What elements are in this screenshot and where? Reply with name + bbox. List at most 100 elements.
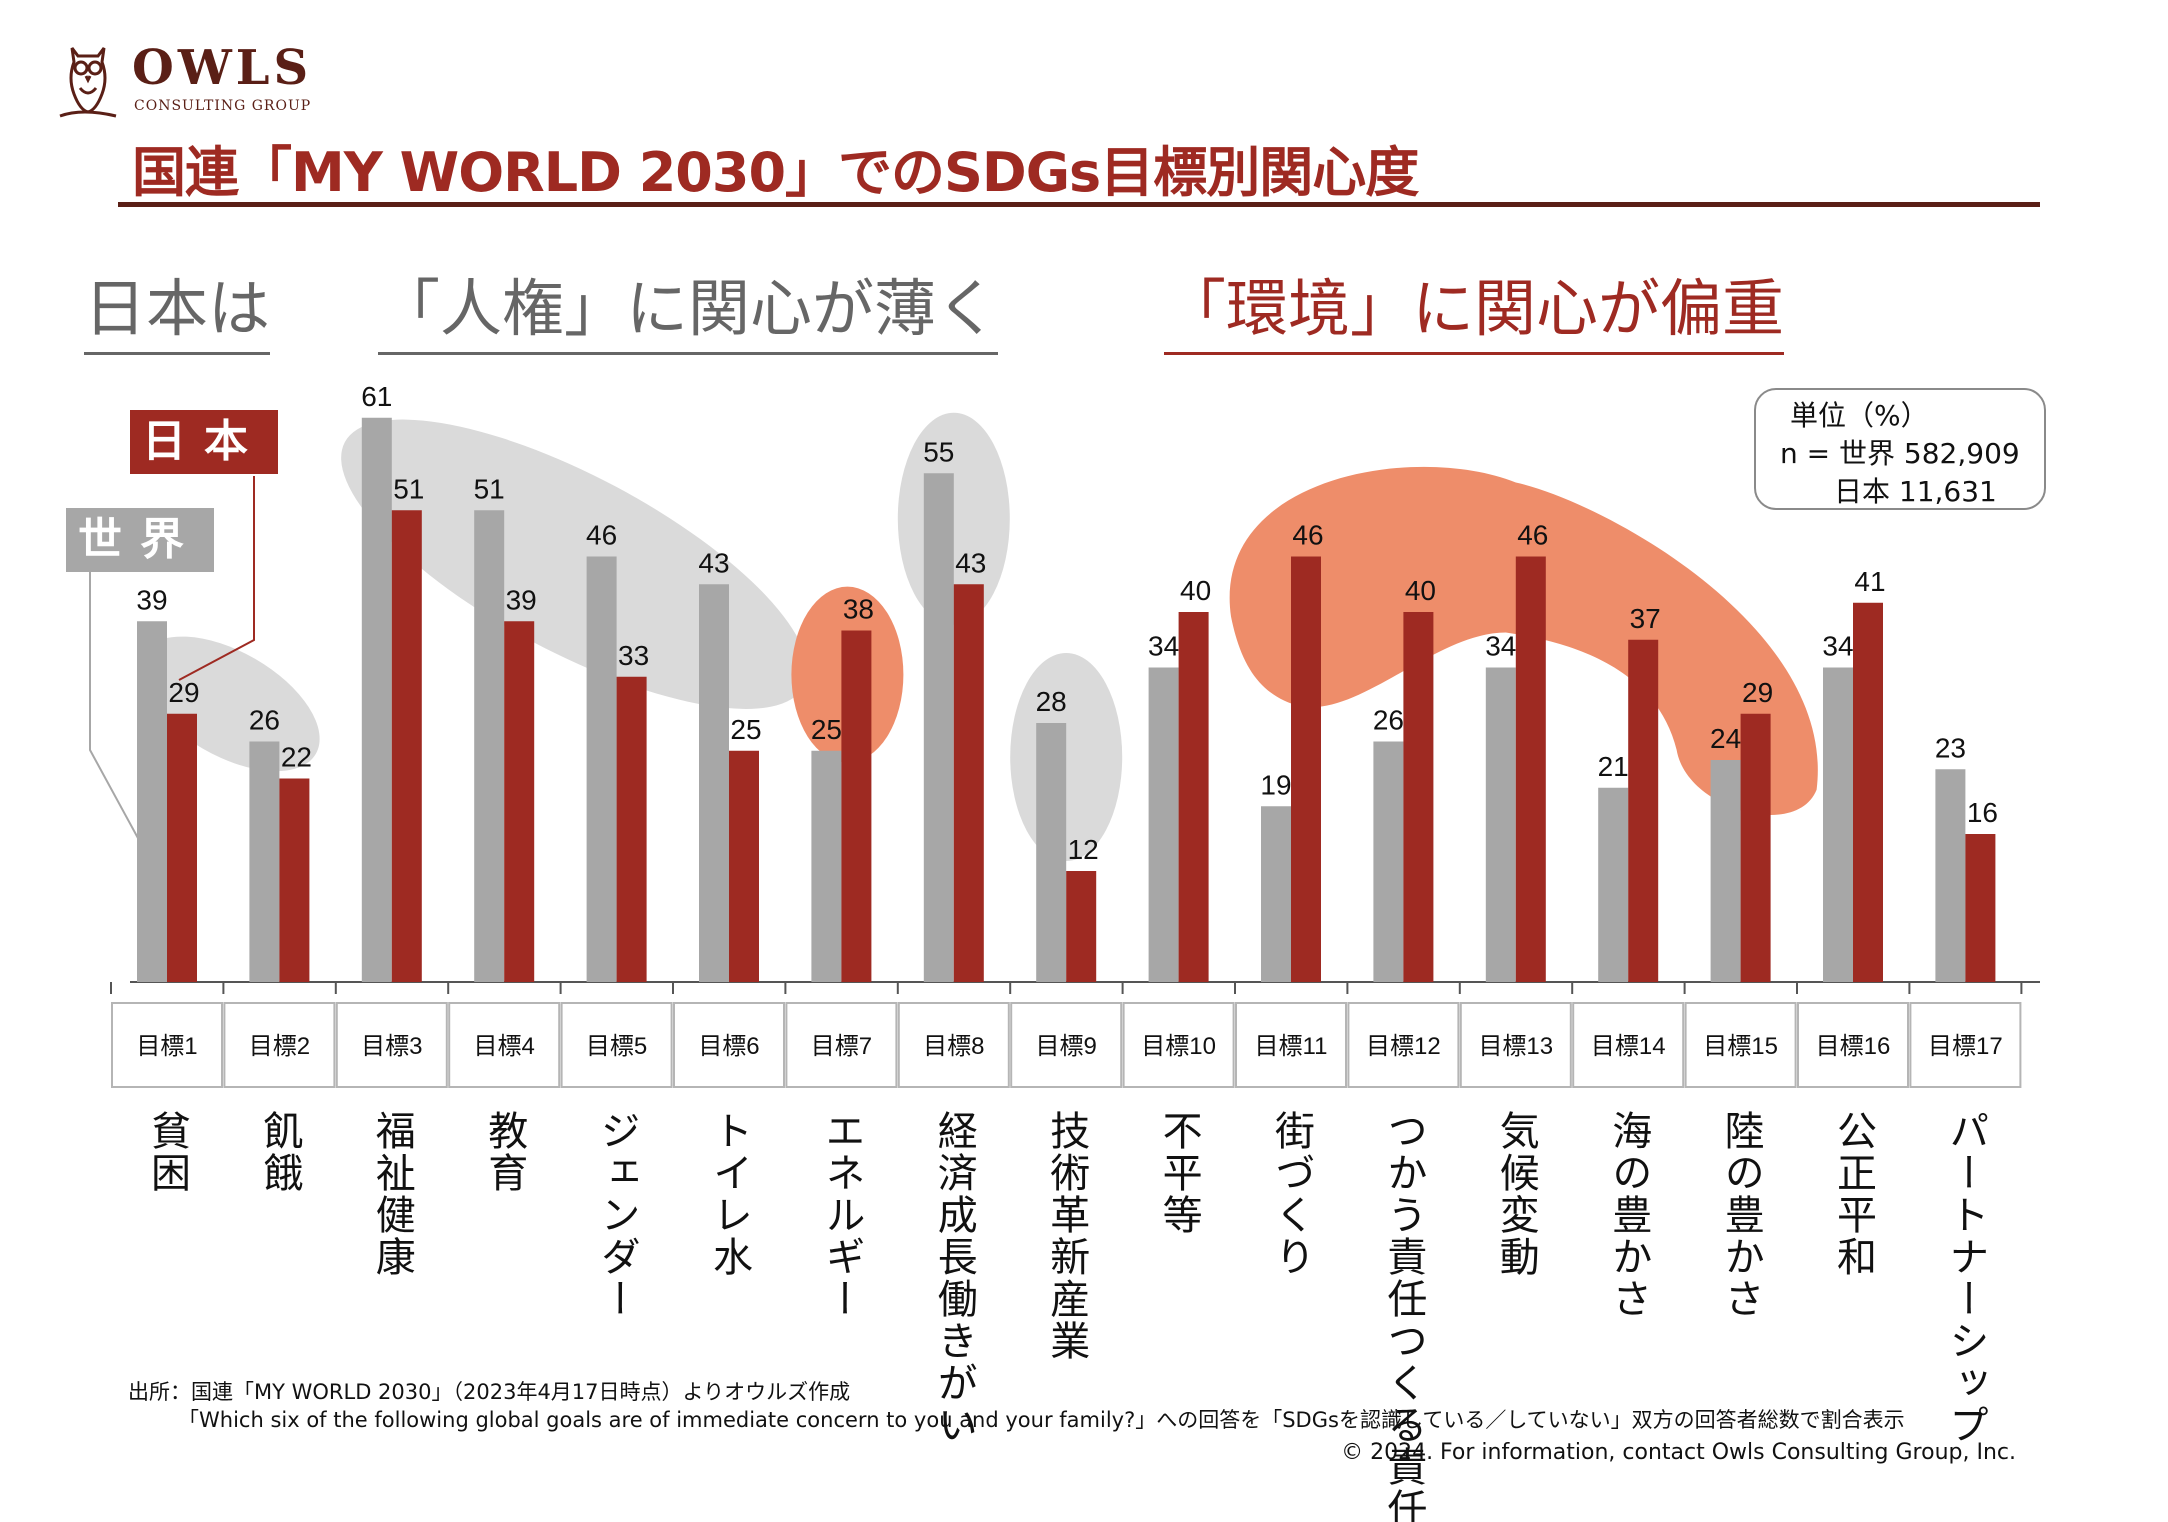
bar-japan xyxy=(841,630,872,982)
logo-name: OWLS xyxy=(132,40,313,96)
category-label: 目標15 xyxy=(1703,1033,1778,1060)
category-label: 目標13 xyxy=(1478,1033,1553,1060)
category-label: 目標6 xyxy=(698,1033,759,1060)
highlight-gray-ellipse xyxy=(138,636,320,772)
data-label-japan: 41 xyxy=(1854,566,1885,597)
category-box xyxy=(448,1002,561,1088)
data-label-world: 28 xyxy=(1036,686,1067,717)
category-name: トイレ水 xyxy=(706,1110,752,1278)
data-label-japan: 38 xyxy=(843,594,874,625)
category-name: エネルギー xyxy=(818,1110,864,1320)
category-name: つかう責任つくる責任 xyxy=(1380,1110,1427,1522)
headline-part2: 「人権」に関心が薄く xyxy=(378,258,999,355)
bar-japan xyxy=(279,778,310,982)
unit-note-line3: 日本 11,631 xyxy=(1834,475,1997,508)
bar-japan xyxy=(953,584,984,982)
category-box xyxy=(1909,1002,2022,1088)
category-box xyxy=(560,1002,673,1088)
bar-world xyxy=(1598,787,1629,982)
category-box xyxy=(897,1002,1010,1088)
category-name: 福祉健康 xyxy=(369,1110,416,1278)
bar-world xyxy=(1710,760,1741,982)
data-label-world: 25 xyxy=(811,714,842,745)
category-name: 海の豊かさ xyxy=(1605,1110,1651,1320)
headline-part3: 「環境」に関心が偏重 xyxy=(1164,258,1785,355)
bar-world xyxy=(1935,769,1966,982)
data-label-japan: 16 xyxy=(1967,797,1998,828)
data-label-japan: 51 xyxy=(393,473,424,504)
data-label-world: 55 xyxy=(923,436,954,467)
category-name: ジェンダー xyxy=(594,1110,640,1320)
bar-world xyxy=(137,621,167,982)
data-label-world: 23 xyxy=(1935,732,1966,763)
bar-japan xyxy=(1628,639,1659,982)
bar-world xyxy=(1485,667,1516,982)
highlight-gray-ellipse xyxy=(341,419,808,709)
headline-part1: 日本は xyxy=(84,258,271,355)
category-label: 目標2 xyxy=(249,1033,310,1060)
data-label-japan: 46 xyxy=(1292,520,1323,551)
category-name: パートナーシップ xyxy=(1942,1110,1988,1446)
category-label: 目標17 xyxy=(1928,1033,2003,1060)
bar-japan xyxy=(616,676,647,982)
bar-world xyxy=(1823,667,1853,982)
category-label: 目標5 xyxy=(586,1033,647,1060)
bar-world xyxy=(811,750,842,982)
category-label: 目標7 xyxy=(811,1033,872,1060)
category-box xyxy=(673,1002,785,1088)
unit-note-box xyxy=(1754,388,2046,510)
bar-japan xyxy=(1740,713,1771,982)
bar-japan xyxy=(391,510,422,982)
data-label-world: 21 xyxy=(1598,751,1629,782)
data-label-japan: 39 xyxy=(506,584,537,615)
category-name: 気候変動 xyxy=(1493,1110,1539,1278)
category-label: 目標8 xyxy=(923,1033,984,1060)
data-label-japan: 25 xyxy=(730,714,761,745)
category-box xyxy=(1235,1002,1347,1088)
bar-world xyxy=(474,510,505,982)
category-name: 貧困 xyxy=(144,1110,190,1194)
unit-note-line1: 単位（%） xyxy=(1790,399,1929,432)
bar-japan xyxy=(1403,612,1434,982)
category-box xyxy=(1459,1002,1572,1088)
bar-japan xyxy=(1853,602,1883,982)
category-label: 目標1 xyxy=(136,1033,197,1060)
category-box xyxy=(1572,1002,1685,1088)
bar-world xyxy=(1261,806,1291,982)
bar-world xyxy=(1036,723,1067,982)
bar-japan xyxy=(1515,556,1546,982)
category-label: 目標11 xyxy=(1255,1033,1328,1060)
category-label: 目標16 xyxy=(1816,1033,1891,1060)
bar-japan xyxy=(729,750,759,982)
category-box xyxy=(335,1002,448,1088)
category-box xyxy=(1010,1002,1123,1088)
bar-japan xyxy=(1965,834,1996,982)
data-label-japan: 29 xyxy=(1742,677,1773,708)
category-label: 目標3 xyxy=(361,1033,422,1060)
category-box xyxy=(1122,1002,1235,1088)
data-label-japan: 12 xyxy=(1068,834,1099,865)
bar-japan xyxy=(1178,612,1209,982)
category-name: 不平等 xyxy=(1156,1110,1202,1236)
data-label-world: 34 xyxy=(1148,631,1179,662)
category-name: 経済成長働きがい xyxy=(931,1110,978,1446)
data-label-japan: 37 xyxy=(1630,603,1661,634)
owl-logo-icon xyxy=(59,47,117,118)
category-name: 教育 xyxy=(481,1110,527,1194)
data-label-world: 19 xyxy=(1260,769,1291,800)
category-box xyxy=(1797,1002,1909,1088)
legend-japan-leader xyxy=(178,476,255,681)
data-label-world: 26 xyxy=(1373,705,1404,736)
bar-world xyxy=(249,741,280,982)
data-label-world: 46 xyxy=(586,520,617,551)
data-label-world: 51 xyxy=(474,473,505,504)
bar-japan xyxy=(504,621,535,982)
data-label-world: 61 xyxy=(361,381,392,412)
source-line2: 「Which six of the following global goals… xyxy=(178,1408,1905,1432)
category-name: 飢餓 xyxy=(256,1110,302,1194)
title-rule xyxy=(118,202,2040,207)
data-label-japan: 46 xyxy=(1517,520,1548,551)
category-name: 街づくり xyxy=(1268,1110,1315,1278)
category-label: 目標9 xyxy=(1036,1033,1097,1060)
category-label: 目標14 xyxy=(1591,1033,1666,1060)
